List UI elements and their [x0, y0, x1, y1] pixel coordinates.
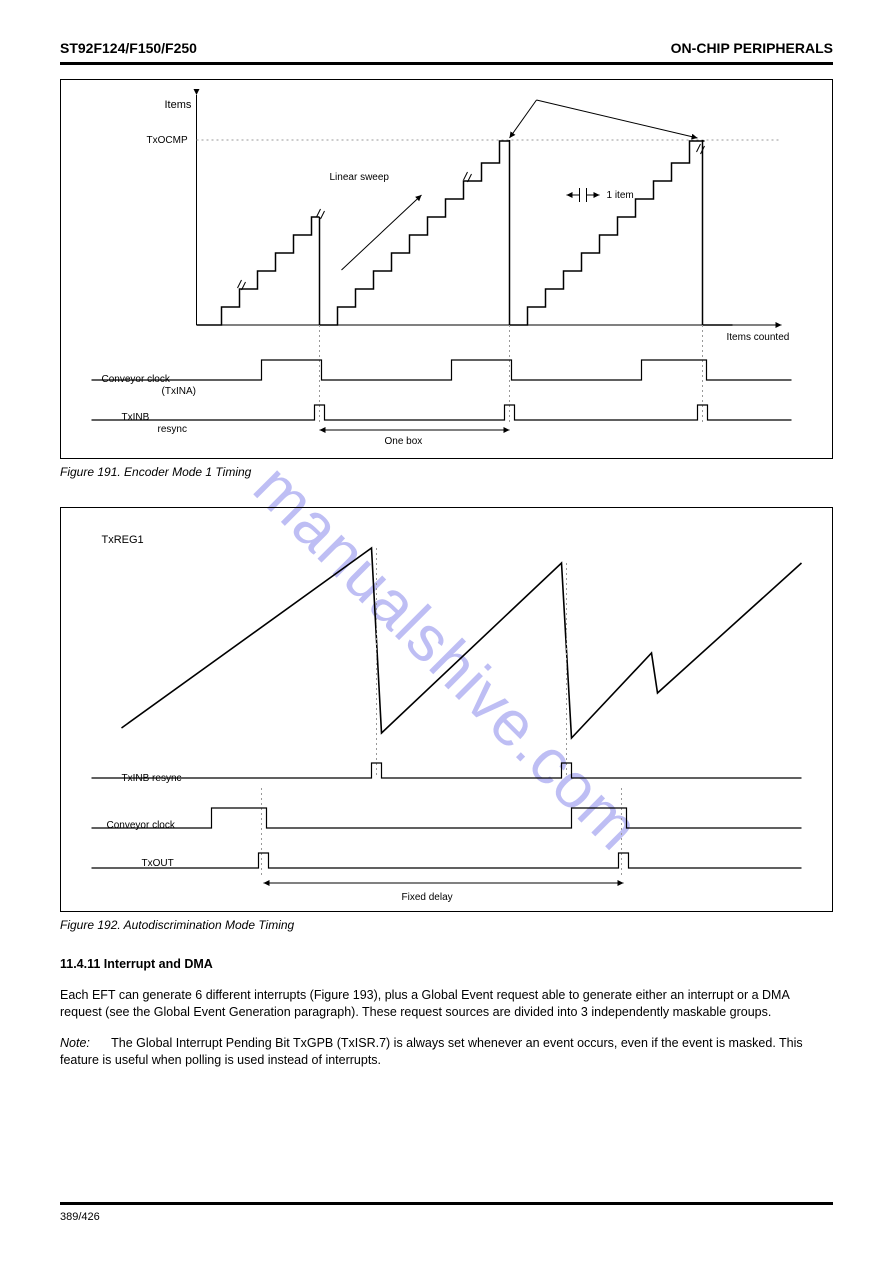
note-text: The Global Interrupt Pending Bit TxGPB (… [60, 1036, 803, 1067]
fig2-sawtooth [122, 548, 802, 738]
fig1-y-axis-label: Items [165, 99, 192, 111]
footer-page-number: 389/426 [60, 1211, 100, 1223]
figure-191-box: Items Items counted TxOCMP Linear sweep [60, 79, 833, 459]
fig2-signal-1-label: Conveyor clock [107, 820, 176, 831]
fig1-arrow-label: Linear sweep [330, 172, 390, 183]
figure-192-svg: TxREG1 TxINB resync Conveyor clock TxOUT… [61, 508, 832, 911]
fig2-y-label: TxREG1 [102, 534, 144, 546]
body-paragraph-1: Each EFT can generate 6 different interr… [60, 987, 833, 1021]
figure-191-caption: Figure 191. Encoder Mode 1 Timing [60, 465, 833, 479]
note-label: Note: [60, 1036, 90, 1050]
figure-192-box: TxREG1 TxINB resync Conveyor clock TxOUT… [60, 507, 833, 912]
figure-192-caption: Figure 192. Autodiscrimination Mode Timi… [60, 918, 833, 932]
fig1-bottom-span-label: One box [385, 436, 423, 447]
fig2-bottom-span-label: Fixed delay [402, 892, 453, 903]
fig2-signal-2-label: TxOUT [142, 858, 174, 869]
fig1-signal-1-label: TxINB [122, 412, 150, 423]
page-footer: 389/426 [60, 1202, 833, 1223]
figure-191-svg: Items Items counted TxOCMP Linear sweep [61, 80, 832, 458]
fig1-step-width-label: 1 item [607, 190, 634, 201]
fig1-x-axis-label: Items counted [727, 332, 790, 343]
header-section-name: ON-CHIP PERIPHERALS [671, 40, 833, 56]
header-chip-name: ST92F124/F150/F250 [60, 40, 197, 56]
section-heading: 11.4.11 Interrupt and DMA [60, 957, 213, 971]
body-text: 11.4.11 Interrupt and DMA Each EFT can g… [60, 956, 833, 1068]
page-header: ST92F124/F150/F250 ON-CHIP PERIPHERALS [60, 0, 833, 65]
fig1-threshold-label: TxOCMP [147, 135, 188, 146]
svg-text:resync: resync [158, 424, 187, 435]
svg-text:(TxINA): (TxINA) [162, 386, 196, 397]
